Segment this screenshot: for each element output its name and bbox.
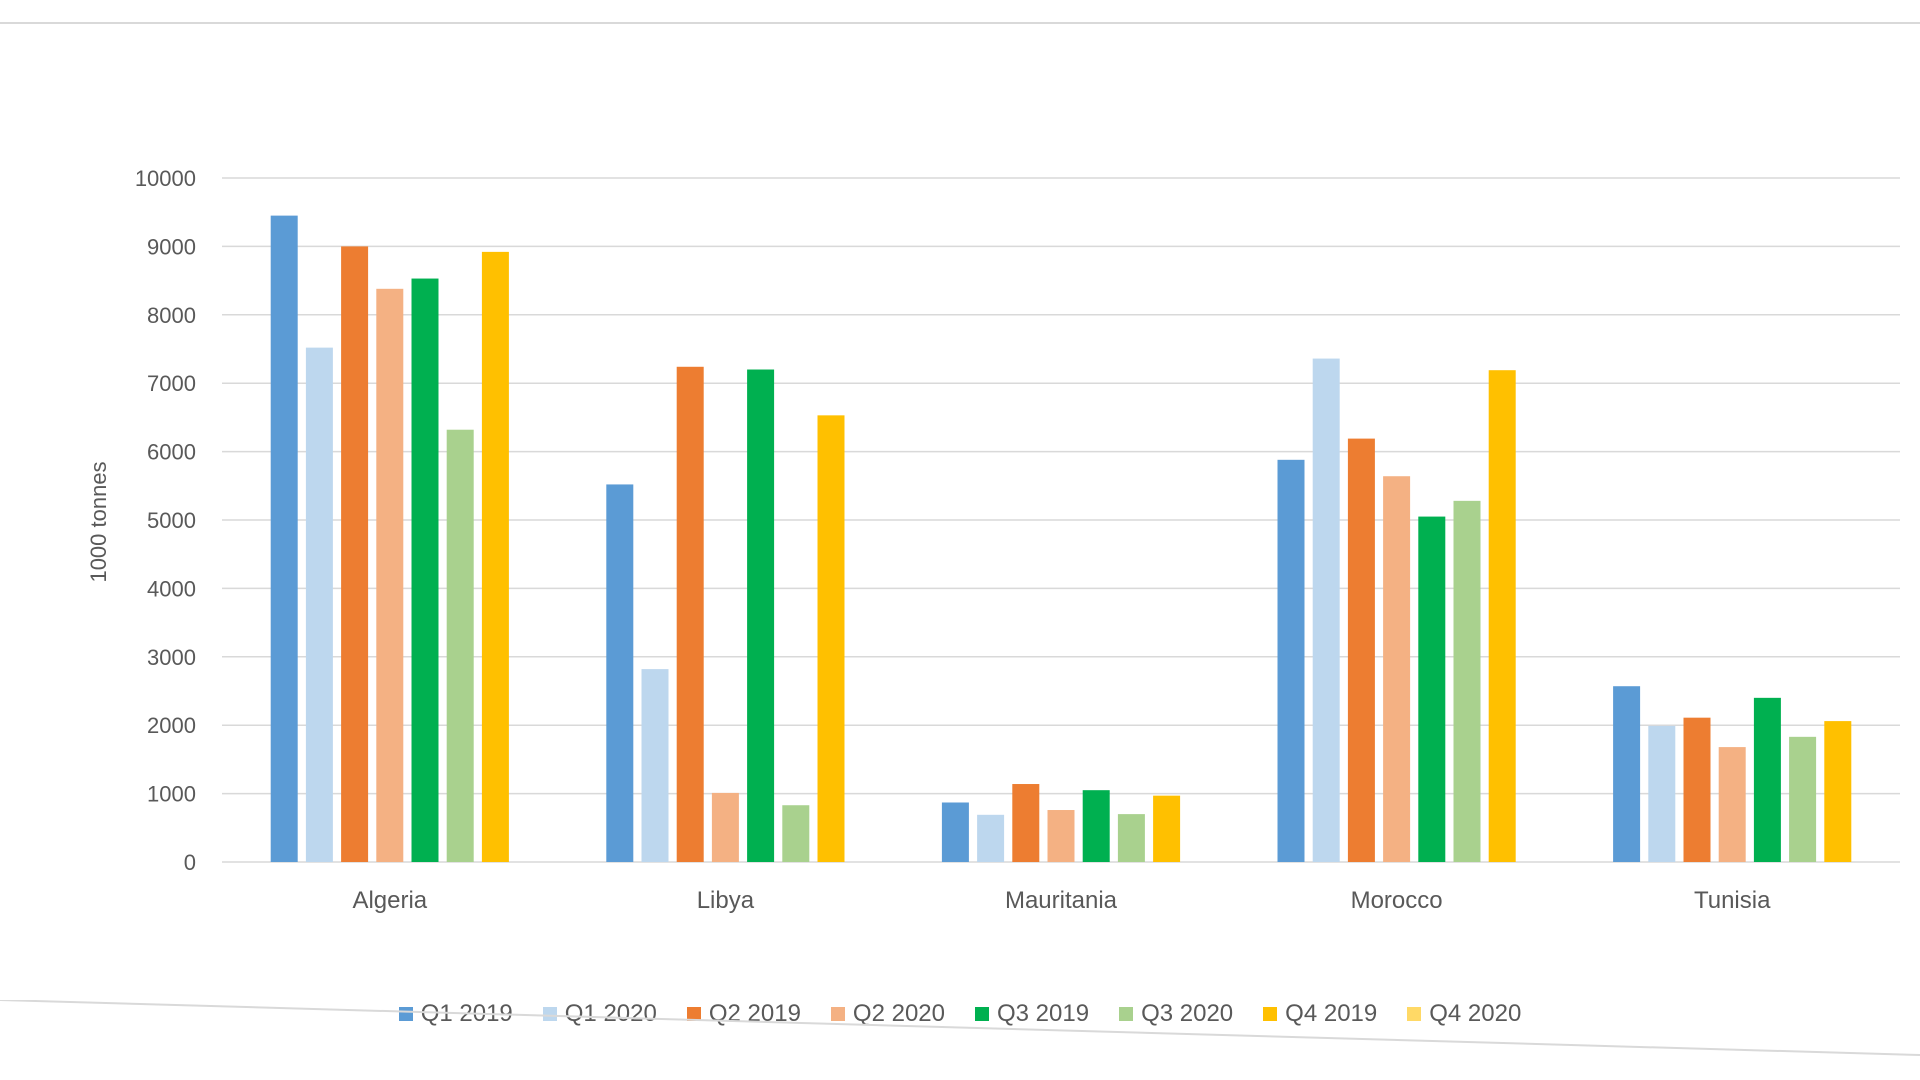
bar-morocco-q1-2020: [1312, 358, 1340, 862]
y-tick-label: 7000: [147, 371, 196, 396]
bar-tunisia-q2-2020: [1718, 747, 1746, 862]
bar-algeria-q3-2019: [411, 278, 439, 863]
bar-mauritania-q1-2020: [977, 814, 1005, 862]
legend-swatch: [1407, 1007, 1422, 1021]
bar-morocco-q2-2019: [1347, 438, 1375, 862]
bar-libya-q4-2019: [817, 415, 845, 862]
x-category-label: Morocco: [1351, 887, 1443, 914]
legend-swatch: [975, 1007, 989, 1021]
bar-mauritania-q2-2019: [1012, 784, 1040, 862]
legend-label: Q3 2020: [1141, 1000, 1234, 1027]
bar-algeria-q2-2019: [341, 246, 369, 862]
bar-morocco-q3-2020: [1453, 500, 1481, 862]
bar-tunisia-q3-2020: [1789, 736, 1817, 862]
x-category-labels: Algeria Libya Mauritania Morocco Tunisia: [352, 887, 1771, 914]
bar-morocco-q2-2020: [1383, 476, 1411, 862]
legend-swatch: [830, 1007, 845, 1021]
bar-mauritania-q3-2019: [1082, 790, 1110, 862]
bar-algeria-q3-2020: [446, 429, 474, 862]
bar-tunisia-q1-2020: [1648, 725, 1676, 862]
bar-mauritania-q3-2020: [1117, 814, 1145, 862]
legend-label: Q1 2020: [564, 1000, 657, 1027]
legend-item: Q3 2019: [975, 1000, 1089, 1028]
bar-mauritania-q4-2019: [1153, 795, 1181, 862]
y-tick-label: 1000: [147, 782, 196, 807]
bar-chart: 0 1000 2000 3000 4000 5000 6000 7000 8000 9000 100…: [0, 22, 1920, 914]
legend-swatch: [1263, 1007, 1278, 1021]
bar-libya-q2-2019: [676, 366, 704, 862]
y-axis-title: 1000 tonnes: [86, 461, 111, 582]
legend-item: Q1 2020: [542, 1000, 657, 1028]
bar-morocco-q3-2019: [1418, 516, 1446, 862]
bar-libya-q1-2020: [641, 669, 669, 862]
bar-mauritania-q2-2020: [1047, 810, 1075, 862]
legend-swatch: [542, 1007, 557, 1021]
bar-mauritania-q1-2019: [941, 802, 969, 862]
legend-label: Q4 2019: [1285, 1000, 1378, 1027]
x-category-label: Algeria: [352, 887, 427, 914]
y-tick-label: 3000: [147, 645, 196, 670]
legend-label: Q4 2020: [1429, 1000, 1522, 1027]
bar-tunisia-q1-2019: [1613, 686, 1641, 862]
y-tick-label: 10000: [135, 166, 196, 191]
y-tick-label: 6000: [147, 440, 196, 465]
legend-label: Q2 2020: [852, 1000, 945, 1027]
y-tick-label: 5000: [147, 508, 196, 533]
bar-tunisia-q3-2019: [1753, 697, 1781, 862]
bar-tunisia-q2-2019: [1683, 717, 1711, 862]
x-category-label: Mauritania: [1005, 887, 1118, 914]
bar-libya-q2-2020: [711, 792, 739, 862]
legend-item: Q3 2020: [1119, 1000, 1233, 1028]
y-tick-label: 4000: [147, 576, 196, 601]
bar-morocco-q4-2019: [1488, 370, 1516, 862]
bar-algeria-q1-2020: [305, 347, 333, 863]
legend-item: Q4 2020: [1407, 1000, 1521, 1028]
y-tick-label: 2000: [147, 713, 196, 738]
legend-swatch: [398, 1007, 413, 1021]
bar-algeria-q1-2019: [270, 215, 298, 862]
y-tick-labels: 0 1000 2000 3000 4000 5000 6000 7000 8000 9000 100…: [135, 166, 196, 875]
bar-libya-q3-2019: [747, 369, 775, 862]
frame-bottom-line: [0, 1000, 1920, 1056]
bar-morocco-q1-2019: [1277, 459, 1305, 862]
bar-algeria-q2-2020: [376, 288, 404, 863]
x-category-label: Tunisia: [1694, 887, 1771, 914]
legend-item: Q2 2020: [830, 1000, 945, 1028]
frame-bottom: [0, 1000, 1920, 1056]
bar-tunisia-q4-2019: [1824, 721, 1852, 862]
y-tick-label: 0: [184, 850, 196, 875]
y-tick-label: 8000: [147, 303, 196, 328]
bar-libya-q1-2019: [606, 484, 634, 862]
legend-swatch: [1119, 1007, 1134, 1021]
legend-item: Q4 2019: [1263, 1000, 1377, 1028]
x-category-label: Libya: [697, 887, 755, 914]
bar-algeria-q4-2019: [481, 251, 509, 862]
legend-label: Q3 2019: [997, 1000, 1090, 1027]
bar-libya-q3-2020: [782, 805, 810, 862]
y-tick-label: 9000: [147, 234, 196, 259]
legend-swatch: [686, 1007, 701, 1021]
bars: [270, 215, 1852, 863]
